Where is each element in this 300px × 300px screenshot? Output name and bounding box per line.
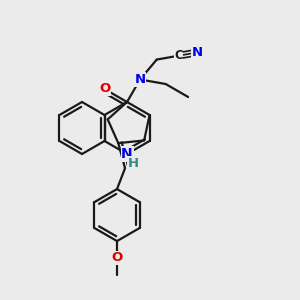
Text: H: H [128,157,139,170]
Text: N: N [121,147,133,161]
Text: N: N [134,73,146,86]
Text: O: O [99,82,110,95]
Text: N: N [192,46,203,59]
Text: O: O [111,251,123,265]
Text: C: C [174,49,183,62]
